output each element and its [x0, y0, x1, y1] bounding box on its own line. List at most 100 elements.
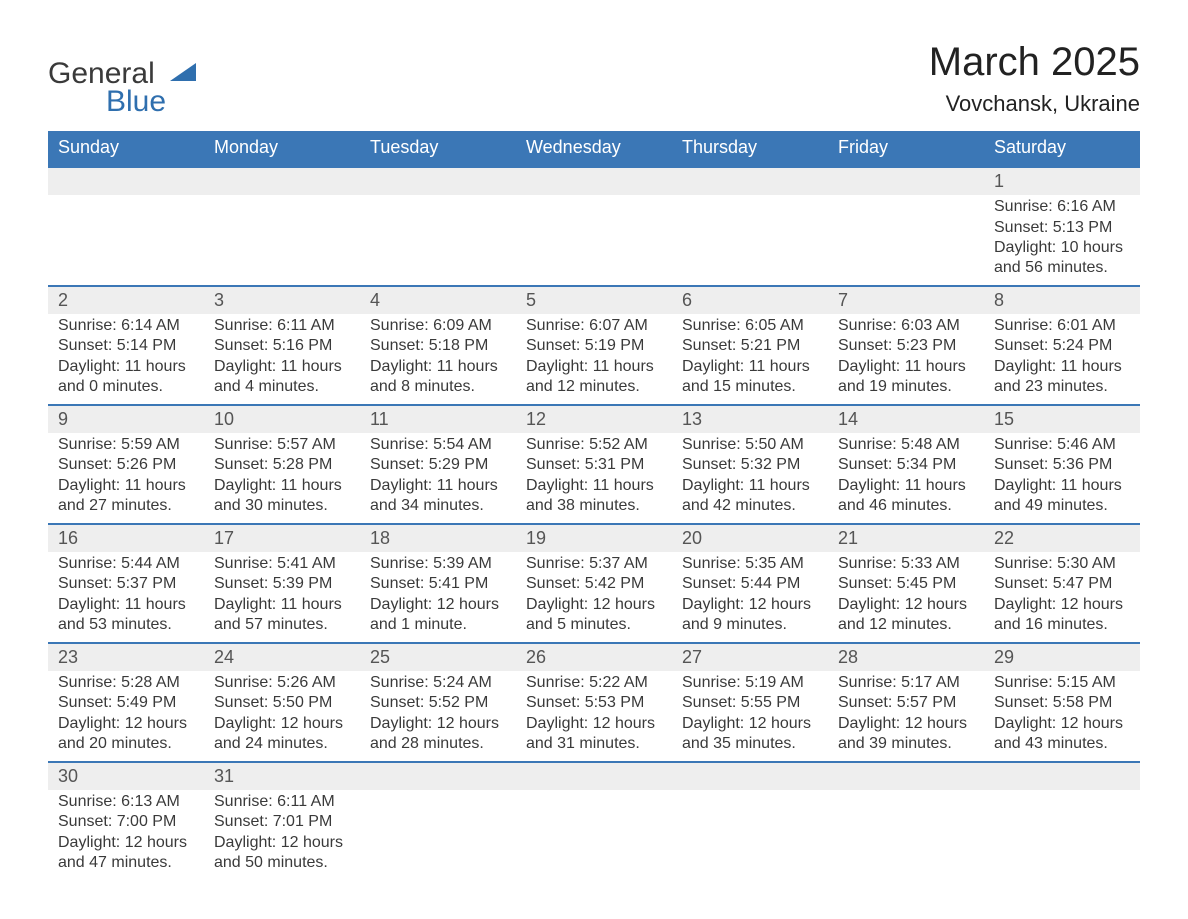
day-detail-cell: Sunrise: 5:44 AMSunset: 5:37 PMDaylight:…: [48, 552, 204, 643]
day-detail-cell: Sunrise: 5:39 AMSunset: 5:41 PMDaylight:…: [360, 552, 516, 643]
day-number-cell: 18: [360, 524, 516, 552]
day-detail-cell: Sunrise: 5:28 AMSunset: 5:49 PMDaylight:…: [48, 671, 204, 762]
sunset-line: Sunset: 5:58 PM: [994, 693, 1130, 713]
day-number-cell: 13: [672, 405, 828, 433]
day-number-cell: 15: [984, 405, 1140, 433]
col-tuesday: Tuesday: [360, 131, 516, 167]
sunset-line: Sunset: 5:14 PM: [58, 336, 194, 356]
daylight2-line: and 16 minutes.: [994, 615, 1130, 635]
day-detail-cell: [360, 195, 516, 286]
sunset-line: Sunset: 5:45 PM: [838, 574, 974, 594]
day-detail-cell: [672, 790, 828, 880]
daylight2-line: and 1 minute.: [370, 615, 506, 635]
day-detail-cell: Sunrise: 6:07 AMSunset: 5:19 PMDaylight:…: [516, 314, 672, 405]
sunrise-line: Sunrise: 5:35 AM: [682, 554, 818, 574]
daylight2-line: and 57 minutes.: [214, 615, 350, 635]
daylight2-line: and 53 minutes.: [58, 615, 194, 635]
daylight1-line: Daylight: 11 hours: [526, 476, 662, 496]
day-number-cell: 28: [828, 643, 984, 671]
daylight1-line: Daylight: 11 hours: [838, 357, 974, 377]
daylight2-line: and 47 minutes.: [58, 853, 194, 873]
daylight1-line: Daylight: 12 hours: [370, 595, 506, 615]
sunrise-line: Sunrise: 5:52 AM: [526, 435, 662, 455]
sunrise-line: Sunrise: 5:24 AM: [370, 673, 506, 693]
day-number-cell: [984, 762, 1140, 790]
daylight2-line: and 27 minutes.: [58, 496, 194, 516]
day-detail-cell: [672, 195, 828, 286]
day-number-cell: 9: [48, 405, 204, 433]
day-number-cell: 10: [204, 405, 360, 433]
day-number-cell: 31: [204, 762, 360, 790]
weekday-header-row: Sunday Monday Tuesday Wednesday Thursday…: [48, 131, 1140, 167]
sunset-line: Sunset: 5:28 PM: [214, 455, 350, 475]
sunset-line: Sunset: 7:01 PM: [214, 812, 350, 832]
day-number-cell: [516, 167, 672, 195]
daylight1-line: Daylight: 12 hours: [994, 714, 1130, 734]
week-daynum-row: 3031: [48, 762, 1140, 790]
daylight2-line: and 43 minutes.: [994, 734, 1130, 754]
day-number-cell: [360, 762, 516, 790]
day-detail-cell: Sunrise: 5:15 AMSunset: 5:58 PMDaylight:…: [984, 671, 1140, 762]
sunrise-line: Sunrise: 5:15 AM: [994, 673, 1130, 693]
sunrise-line: Sunrise: 5:54 AM: [370, 435, 506, 455]
day-detail-cell: Sunrise: 5:59 AMSunset: 5:26 PMDaylight:…: [48, 433, 204, 524]
daylight2-line: and 9 minutes.: [682, 615, 818, 635]
day-detail-cell: Sunrise: 5:37 AMSunset: 5:42 PMDaylight:…: [516, 552, 672, 643]
sunrise-line: Sunrise: 5:30 AM: [994, 554, 1130, 574]
day-detail-cell: Sunrise: 6:03 AMSunset: 5:23 PMDaylight:…: [828, 314, 984, 405]
day-number-cell: 6: [672, 286, 828, 314]
header-bar: General Blue March 2025 Vovchansk, Ukrai…: [48, 40, 1140, 117]
sunset-line: Sunset: 5:32 PM: [682, 455, 818, 475]
day-detail-cell: Sunrise: 5:41 AMSunset: 5:39 PMDaylight:…: [204, 552, 360, 643]
daylight2-line: and 46 minutes.: [838, 496, 974, 516]
sunrise-line: Sunrise: 5:22 AM: [526, 673, 662, 693]
col-saturday: Saturday: [984, 131, 1140, 167]
title-block: March 2025 Vovchansk, Ukraine: [929, 40, 1140, 117]
day-detail-cell: Sunrise: 6:11 AMSunset: 7:01 PMDaylight:…: [204, 790, 360, 880]
day-number-cell: 12: [516, 405, 672, 433]
daylight1-line: Daylight: 11 hours: [526, 357, 662, 377]
day-detail-cell: [828, 790, 984, 880]
daylight1-line: Daylight: 12 hours: [838, 595, 974, 615]
col-monday: Monday: [204, 131, 360, 167]
sunset-line: Sunset: 5:55 PM: [682, 693, 818, 713]
sunset-line: Sunset: 5:53 PM: [526, 693, 662, 713]
day-number-cell: 19: [516, 524, 672, 552]
week-daynum-row: 2345678: [48, 286, 1140, 314]
daylight1-line: Daylight: 11 hours: [838, 476, 974, 496]
day-detail-cell: Sunrise: 5:17 AMSunset: 5:57 PMDaylight:…: [828, 671, 984, 762]
day-number-cell: [360, 167, 516, 195]
day-number-cell: [672, 762, 828, 790]
day-detail-cell: Sunrise: 6:09 AMSunset: 5:18 PMDaylight:…: [360, 314, 516, 405]
daylight2-line: and 38 minutes.: [526, 496, 662, 516]
day-number-cell: 11: [360, 405, 516, 433]
daylight2-line: and 5 minutes.: [526, 615, 662, 635]
sunset-line: Sunset: 5:39 PM: [214, 574, 350, 594]
day-number-cell: 25: [360, 643, 516, 671]
sunset-line: Sunset: 5:36 PM: [994, 455, 1130, 475]
daylight1-line: Daylight: 12 hours: [58, 714, 194, 734]
daylight1-line: Daylight: 12 hours: [214, 714, 350, 734]
sunset-line: Sunset: 5:41 PM: [370, 574, 506, 594]
day-number-cell: 24: [204, 643, 360, 671]
sunset-line: Sunset: 5:34 PM: [838, 455, 974, 475]
sunset-line: Sunset: 5:57 PM: [838, 693, 974, 713]
daylight1-line: Daylight: 11 hours: [682, 357, 818, 377]
sunrise-line: Sunrise: 5:46 AM: [994, 435, 1130, 455]
day-number-cell: 8: [984, 286, 1140, 314]
sunset-line: Sunset: 5:44 PM: [682, 574, 818, 594]
daylight2-line: and 4 minutes.: [214, 377, 350, 397]
day-number-cell: 23: [48, 643, 204, 671]
daylight1-line: Daylight: 12 hours: [58, 833, 194, 853]
day-number-cell: [516, 762, 672, 790]
sunrise-line: Sunrise: 5:48 AM: [838, 435, 974, 455]
day-number-cell: 16: [48, 524, 204, 552]
day-detail-cell: Sunrise: 6:11 AMSunset: 5:16 PMDaylight:…: [204, 314, 360, 405]
daylight1-line: Daylight: 11 hours: [370, 357, 506, 377]
day-number-cell: 29: [984, 643, 1140, 671]
week-daynum-row: 1: [48, 167, 1140, 195]
day-detail-cell: [48, 195, 204, 286]
col-friday: Friday: [828, 131, 984, 167]
day-detail-cell: Sunrise: 5:46 AMSunset: 5:36 PMDaylight:…: [984, 433, 1140, 524]
sunset-line: Sunset: 5:23 PM: [838, 336, 974, 356]
